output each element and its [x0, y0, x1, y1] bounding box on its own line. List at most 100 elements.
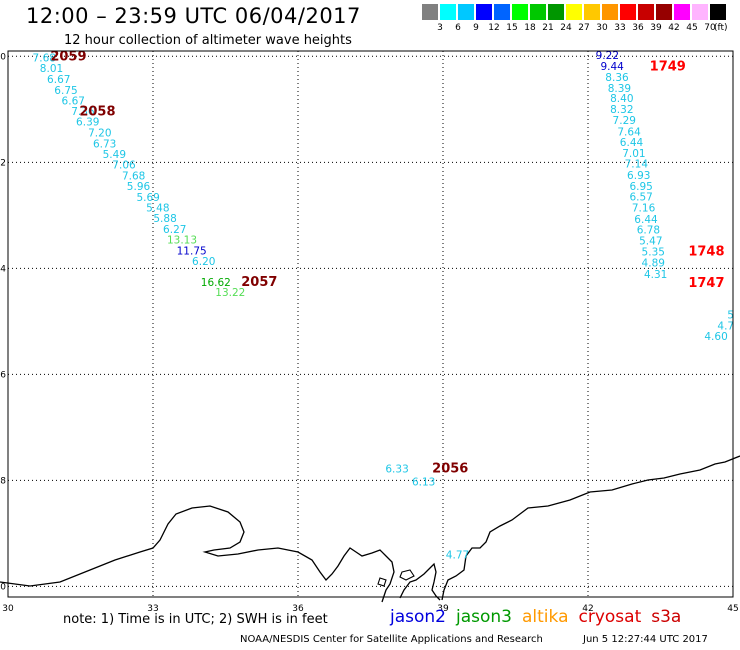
swh-value-label: 9.44 [600, 61, 624, 73]
swh-value-label: 5.48 [146, 203, 169, 215]
chart-subtitle: 12 hour collection of altimeter wave hei… [64, 33, 352, 48]
pass-time-label: 1748 [688, 245, 724, 260]
legend-item-cryosat: cryosat [578, 607, 642, 627]
swh-value-label: 7.29 [613, 115, 636, 127]
swh-value-label: 13.22 [215, 287, 245, 299]
x-tick-label: 39 [437, 604, 449, 614]
swh-value-label: 8.39 [608, 83, 631, 95]
swh-value-label: 6.67 [62, 96, 85, 108]
swh-value-label: 16.62 [201, 277, 231, 289]
grid-layer [8, 51, 733, 597]
swh-value-label: 6.67 [47, 74, 70, 86]
antarctic-coastline [0, 455, 740, 603]
swh-value-label: 6.20 [192, 256, 215, 268]
axis-layer: 30 33 36 39 42 45 -60 -62 -64 -66 -68 -70 [0, 50, 739, 614]
pass-time-label: 2058 [79, 105, 115, 120]
swh-value-label: 13.13 [167, 234, 197, 246]
colorbar-swatch [548, 4, 565, 20]
swh-value-label: 4.77 [446, 549, 469, 561]
colorbar-swatch [692, 4, 709, 20]
y-tick-label: -68 [0, 476, 6, 486]
coastline-layer [0, 455, 740, 603]
swh-value-label: 6.44 [620, 137, 644, 149]
x-tick-label: 36 [292, 604, 304, 614]
colorbar-swatch [620, 4, 637, 20]
swh-value-label: 6.95 [629, 181, 652, 193]
colorbar-label: 42 [668, 23, 680, 33]
swh-value-label: 6.39 [76, 117, 99, 129]
swh-value-label: 7.14 [625, 159, 649, 171]
swh-value-label: 6.73 [93, 138, 116, 150]
swh-value-label: 9.22 [596, 50, 619, 62]
swh-value-label: 4.31 [644, 269, 667, 281]
x-tick-label: 42 [582, 604, 593, 614]
swh-value-label: 4.89 [642, 258, 665, 270]
colorbar-swatch [458, 4, 475, 20]
y-tick-label: -64 [0, 264, 6, 274]
colorbar-unit: (ft) [714, 23, 728, 33]
colorbar-label: 27 [578, 23, 590, 33]
swh-value-label: 7.68 [33, 53, 56, 65]
observation-layer: 7.688.016.676.756.677.366.397.206.735.49… [33, 50, 735, 562]
legend-item-s3a: s3a [651, 607, 682, 627]
swh-value-label: 6.57 [629, 191, 652, 203]
colorbar-label: 70 [704, 23, 716, 33]
x-tick-label: 33 [147, 604, 158, 614]
x-tick-label: 45 [727, 604, 738, 614]
pass-time-label: 2057 [241, 275, 277, 290]
swh-value-label: 6.44 [634, 214, 658, 226]
swh-value-label: 6.75 [54, 85, 77, 97]
colorbar-swatch [476, 4, 493, 20]
island-outline [377, 577, 387, 587]
legend-item-altika: altika [522, 607, 569, 627]
colorbar-label: 30 [596, 23, 608, 33]
pass-time-label: 2056 [432, 461, 468, 476]
y-tick-label: -66 [0, 370, 6, 380]
swh-value-label: 4.60 [704, 331, 727, 343]
colorbar-label: 33 [614, 23, 626, 33]
colorbar-swatch [674, 4, 691, 20]
pass-time-label: 1747 [688, 276, 724, 291]
colorbar-label: 12 [488, 23, 500, 33]
colorbar-label: 21 [542, 23, 554, 33]
swh-value-label: 5.96 [127, 181, 151, 193]
credit-line: NOAA/NESDIS Center for Satellite Applica… [240, 634, 543, 645]
swh-value-label: 4.7 [717, 320, 734, 332]
satellite-legend: jason2 jason3 altika cryosat s3a [390, 607, 691, 627]
island-outline [399, 569, 415, 581]
swh-value-label: 6.78 [637, 224, 660, 236]
swh-value-label: 8.01 [40, 63, 63, 75]
swh-value-label: 5.35 [642, 247, 665, 259]
colorbar-label: 45 [686, 23, 698, 33]
swh-value-label: 5.88 [153, 213, 176, 225]
swh-value-label: 8.36 [605, 72, 629, 84]
swh-value-label: 5.69 [136, 192, 159, 204]
legend-item-jason3: jason3 [456, 607, 512, 627]
swh-value-label: 6.33 [385, 463, 408, 475]
swh-value-label: 7.64 [617, 126, 641, 138]
colorbar-label: 36 [632, 23, 644, 33]
colorbar-swatch [710, 4, 727, 20]
swh-value-label: 8.32 [610, 104, 633, 116]
swh-value-label: 6.27 [163, 224, 186, 236]
colorbar-label: 6 [455, 23, 461, 33]
pass-time-label: 1749 [650, 60, 686, 75]
swh-value-label: 6.13 [412, 477, 435, 489]
legend-item-jason2: jason2 [390, 607, 446, 627]
swh-value-label: 11.75 [177, 246, 207, 258]
y-tick-label: -60 [0, 52, 6, 62]
chart-title: 12:00 – 23:59 UTC 06/04/2017 [26, 4, 361, 28]
colorbar-label: 9 [473, 23, 479, 33]
colorbar-label: 24 [560, 23, 572, 33]
swh-value-label: 6.93 [627, 170, 650, 182]
swh-value-label: 7.68 [122, 170, 145, 182]
swh-value-label: 7.01 [622, 148, 645, 160]
footer-note: note: 1) Time is in UTC; 2) SWH is in fe… [63, 612, 328, 627]
swh-value-label: 5.49 [103, 149, 126, 161]
swh-value-label: 5.47 [639, 235, 662, 247]
colorbar-swatch [422, 4, 439, 20]
colorbar-label: 18 [524, 23, 536, 33]
colorbar-swatch [584, 4, 601, 20]
colorbar-swatch [494, 4, 511, 20]
swh-value-label: 7.06 [112, 160, 136, 172]
